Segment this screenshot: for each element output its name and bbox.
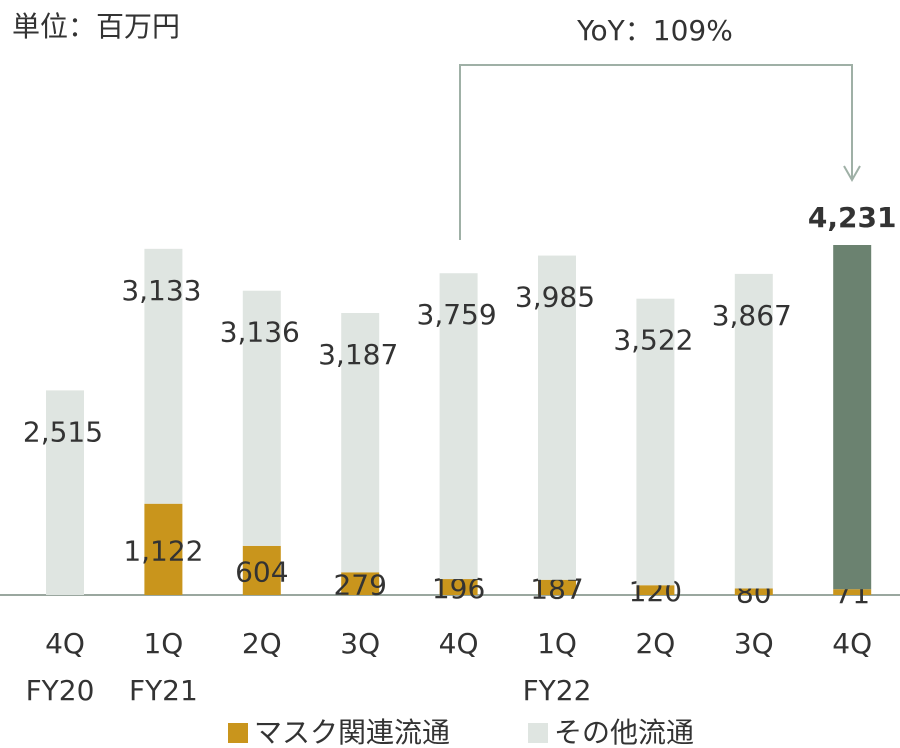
value-label: 3,133 xyxy=(121,274,201,307)
bar-segment xyxy=(833,589,872,595)
value-label: 3,985 xyxy=(515,281,595,314)
x-tick-label: 2Q xyxy=(242,627,282,660)
value-label: 3,136 xyxy=(220,316,300,349)
group-label: FY21 xyxy=(129,674,198,707)
value-label: 604 xyxy=(235,555,288,588)
bar-segment xyxy=(833,245,872,590)
bar-segment xyxy=(341,572,380,595)
value-label: 1,122 xyxy=(123,534,203,567)
yoy-arrow xyxy=(843,165,861,183)
bar-segment xyxy=(144,248,183,504)
value-label: 279 xyxy=(333,569,386,602)
bar-segment xyxy=(242,290,281,546)
bar-segment xyxy=(734,588,773,595)
x-tick-label: 4Q xyxy=(832,627,872,660)
bar-segment xyxy=(439,579,478,595)
bar-segment xyxy=(538,579,576,595)
bar-segment xyxy=(636,585,675,595)
x-tick-label: 3Q xyxy=(340,627,380,660)
value-label: 3,867 xyxy=(712,299,792,332)
unit-label: 単位：百万円 xyxy=(12,10,180,43)
bar-segment xyxy=(341,313,380,573)
x-tick-label: 4Q xyxy=(45,627,85,660)
x-tick-label: 3Q xyxy=(734,627,774,660)
x-tick-label: 2Q xyxy=(635,627,675,660)
legend-label: その他流通 xyxy=(554,716,694,748)
group-label: FY22 xyxy=(523,674,592,707)
bar-segment xyxy=(734,273,773,589)
legend-label: マスク関連流通 xyxy=(254,716,450,748)
bar-segment xyxy=(144,503,183,595)
value-label: 4,231 xyxy=(808,201,897,234)
bar-segment xyxy=(636,298,675,586)
legend-swatch xyxy=(528,723,548,743)
value-label: 2,515 xyxy=(23,415,103,448)
value-label: 3,522 xyxy=(613,324,693,357)
bar-segment xyxy=(46,390,84,595)
x-tick-label: 1Q xyxy=(537,627,577,660)
bar-segment xyxy=(439,273,478,580)
value-label: 3,759 xyxy=(417,298,497,331)
annotation: YoY：109% xyxy=(576,14,733,47)
value-label: 3,187 xyxy=(318,338,398,371)
x-tick-label: 1Q xyxy=(143,627,183,660)
legend-swatch xyxy=(228,723,248,743)
bar-segment xyxy=(538,255,576,580)
x-tick-label: 4Q xyxy=(439,627,479,660)
group-label: FY20 xyxy=(26,674,95,707)
yoy-bracket xyxy=(459,64,853,240)
bar-segment xyxy=(242,545,281,595)
